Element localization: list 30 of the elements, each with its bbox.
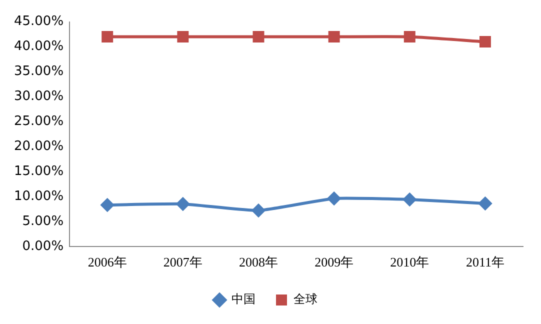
x-tick-label: 2009年 — [314, 254, 354, 270]
point — [328, 31, 340, 43]
x-tick-label: 2007年 — [163, 254, 202, 270]
point — [252, 31, 264, 43]
y-tick-label: 10.00% — [14, 188, 64, 204]
point — [100, 198, 114, 212]
point — [102, 31, 114, 43]
point — [177, 31, 189, 43]
x-tick-label: 2008年 — [239, 254, 278, 270]
point — [176, 197, 190, 210]
point — [403, 192, 416, 206]
y-tick-label: 30.00% — [14, 89, 64, 104]
y-tick-label: 25.00% — [14, 114, 64, 129]
point — [478, 196, 492, 210]
legend-label: 全球 — [294, 292, 318, 306]
y-tick-label: 35.00% — [14, 64, 64, 80]
y-tick-label: 5.00% — [22, 214, 64, 229]
y-tick-label: 45.00% — [14, 14, 64, 30]
y-tick-label: 0.00% — [22, 238, 64, 254]
x-tick-label: 2010年 — [390, 254, 430, 270]
point — [252, 204, 265, 217]
y-tick-label: 20.00% — [14, 138, 64, 154]
point — [404, 31, 416, 43]
point — [328, 192, 341, 205]
point — [479, 36, 491, 48]
legend-label: 中国 — [232, 292, 256, 306]
y-tick-label: 15.00% — [14, 164, 64, 179]
x-tick-label: 2011年 — [466, 254, 504, 270]
y-tick-label: 40.00% — [14, 39, 64, 54]
x-tick-label: 2006年 — [88, 254, 127, 270]
